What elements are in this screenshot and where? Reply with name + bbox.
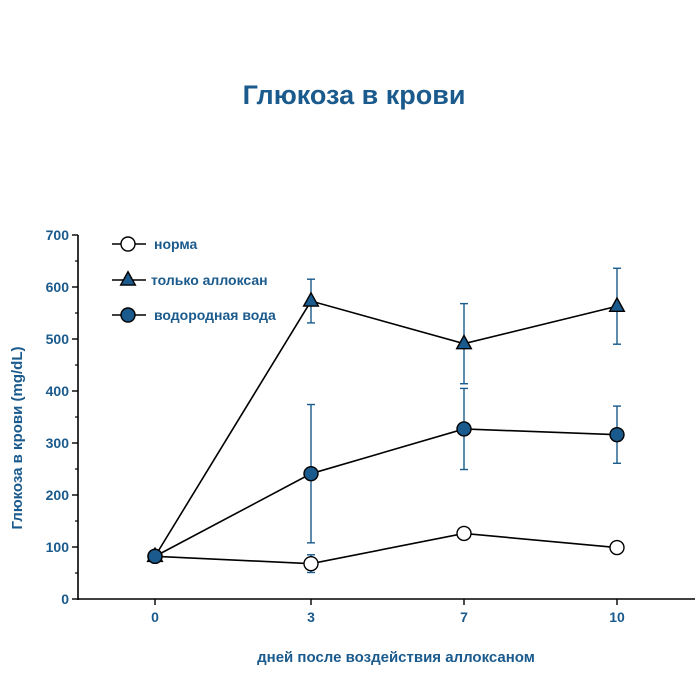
- data-point: [456, 421, 472, 437]
- data-point: [303, 555, 319, 572]
- series-hydrogen-water: [147, 387, 625, 565]
- series-layer: [146, 267, 626, 574]
- y-axis-label: Глюкоза в крови (mg/dL): [9, 347, 26, 530]
- y-tick-label: 500: [46, 331, 70, 347]
- data-point: [609, 539, 625, 556]
- legend-item-normal: норма: [112, 236, 198, 252]
- x-tick-label: 7: [460, 609, 468, 625]
- legend-marker: [119, 270, 137, 286]
- legend: норма только аллоксан водородная вода: [112, 236, 276, 323]
- data-point: [147, 548, 163, 565]
- series-line: [154, 532, 618, 565]
- y-tick-label: 400: [46, 383, 70, 399]
- y-tick-label: 700: [46, 227, 70, 243]
- y-tick-label: 300: [46, 435, 70, 451]
- legend-label: водородная вода: [154, 307, 276, 323]
- y-tick-label: 100: [46, 539, 70, 555]
- legend-item-alloxan-only: только аллоксан: [112, 270, 268, 288]
- legend-marker: [120, 307, 136, 323]
- series-line: [154, 300, 618, 557]
- y-tick-label: 600: [46, 279, 70, 295]
- data-point: [302, 291, 320, 307]
- x-tick-label: 0: [151, 609, 159, 625]
- data-point: [608, 296, 626, 312]
- legend-label: норма: [154, 236, 198, 252]
- data-point: [456, 525, 472, 542]
- series-line: [154, 428, 618, 558]
- y-tick-label: 0: [61, 591, 69, 607]
- legend-marker: [120, 236, 136, 252]
- y-tick-label: 200: [46, 487, 70, 503]
- data-point: [303, 465, 319, 482]
- data-point: [609, 426, 625, 443]
- series-normal: [147, 525, 625, 574]
- x-tick-label: 10: [609, 609, 625, 625]
- axes: 0 100 200 300 400 500 600 700 0 3 7 10: [46, 227, 695, 625]
- legend-label: только аллоксан: [151, 272, 268, 288]
- legend-item-hydrogen-water: водородная вода: [112, 307, 276, 323]
- data-point: [455, 333, 473, 350]
- x-tick-label: 3: [307, 609, 315, 625]
- x-axis-label: дней после воздействия аллоксаном: [257, 649, 535, 666]
- chart-title: Глюкоза в крови: [243, 80, 466, 110]
